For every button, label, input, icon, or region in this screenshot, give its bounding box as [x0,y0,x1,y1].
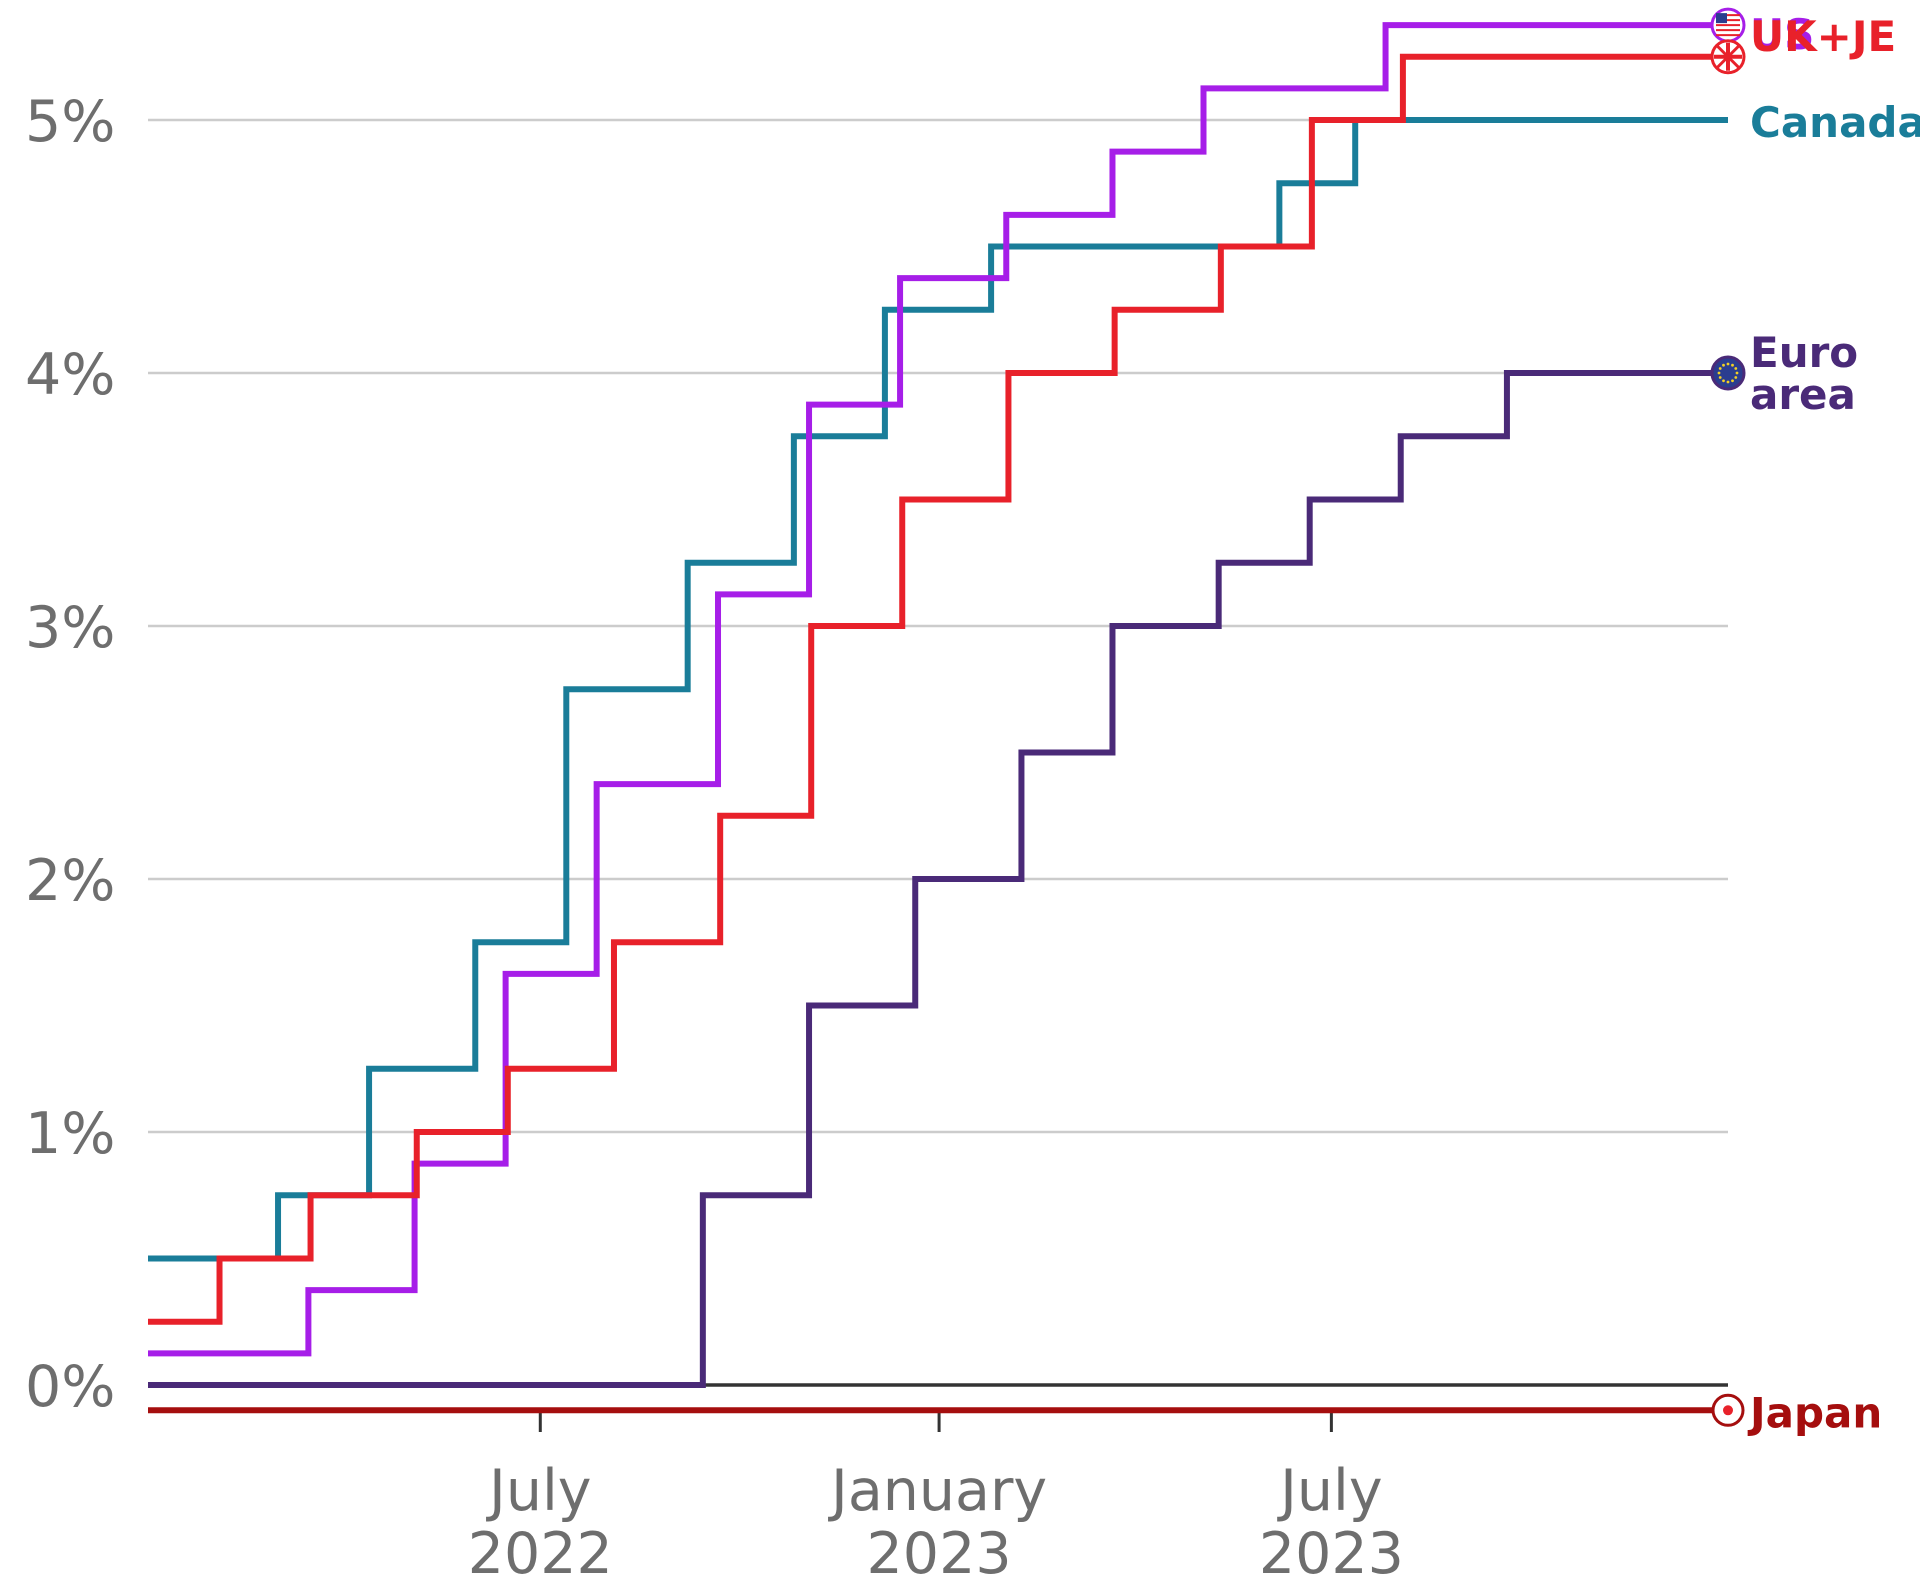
series-line-canada [148,117,1728,1262]
japan-flag-icon [1711,1393,1745,1427]
series-line-euro-area [148,370,1728,1388]
y-axis-tick-labels: 0% 1% 2% 3% 4% 5% [25,89,115,1420]
x-tick-label-line1: July [1277,1458,1383,1524]
series-line-us [148,22,1728,1357]
series-label-euro-area: Euro area [1750,328,1858,419]
series-lines [148,22,1728,1414]
x-tick-label-line2: 2023 [1259,1521,1404,1584]
y-tick-label: 1% [25,1101,115,1167]
x-tick-label-line1: July [486,1458,592,1524]
series-label-canada: Canada [1750,98,1920,147]
eu-flag-icon [1710,355,1746,391]
y-tick-label: 4% [25,342,115,408]
y-tick-label: 5% [25,89,115,155]
series-label-japan: Japan [1747,1388,1882,1437]
series-label-uk-je: UK+JE [1750,12,1896,61]
y-tick-label: 3% [25,595,115,661]
x-tick-label-line2: 2022 [468,1521,613,1584]
x-tick-label-line2: 2023 [867,1521,1012,1584]
us-flag-icon [1710,7,1746,43]
series-end-markers [1710,7,1746,1427]
uk-flag-icon [1710,39,1746,75]
y-tick-label: 2% [25,848,115,914]
x-tick-label-line1: January [828,1458,1047,1524]
series-label-us: US [1750,10,1814,59]
y-gridlines [148,118,1728,1134]
y-tick-label: 0% [25,1354,115,1420]
series-line-uk-je [148,53,1728,1325]
